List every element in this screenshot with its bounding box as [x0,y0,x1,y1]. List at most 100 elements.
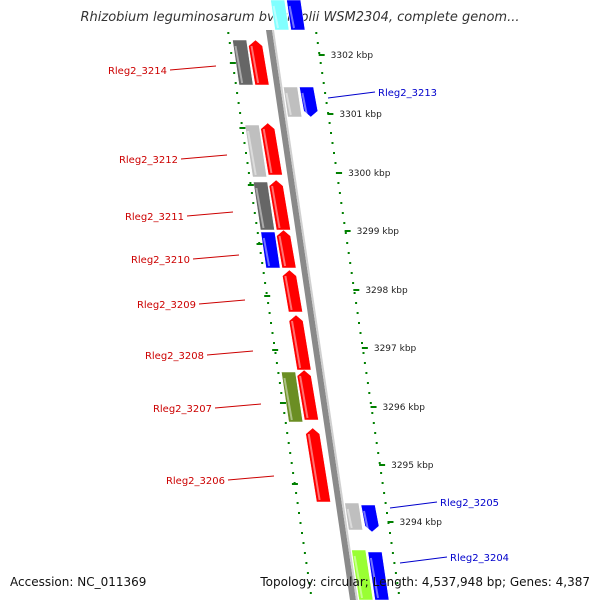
left-boundary-dot [271,332,274,334]
left-boundary-dot [290,462,293,464]
right-boundary-dot [381,482,384,484]
right-boundary-dot [396,582,399,584]
gene-feature [283,86,303,118]
left-boundary-dot [289,452,292,454]
accession-text: Accession: NC_011369 [10,575,147,589]
gene-feature-shine [234,45,244,84]
gene-label: Rleg2_3210 [131,255,190,266]
left-boundary-dot [247,172,250,174]
gene-feature-shine [247,130,257,176]
left-boundary-dot [275,362,278,364]
gene-feature-shine [369,557,379,599]
gene-label: Rleg2_3213 [378,88,437,99]
position-tick-label: 3299 kbp [357,227,400,237]
right-boundary-dot [389,532,391,534]
axis-line [266,30,356,600]
right-boundary-dot [343,222,346,224]
gene-feature-shine [291,320,302,369]
right-boundary-dot [331,142,334,144]
left-boundary-dot [302,542,305,544]
gene-feature [288,314,312,371]
gene-label: Rleg2_3212 [119,155,178,166]
gene-feature-shine [301,92,308,116]
gene-feature-shine [283,377,293,421]
left-boundary-dot [261,262,264,264]
gene-label: Rleg2_3207 [153,404,212,415]
right-boundary-dot [322,82,325,84]
left-boundary-dot [295,492,298,494]
gene-feature [260,231,281,269]
left-boundary-dot [230,52,233,54]
position-ticks: 3302 kbp 3301 kbp 3300 kbp 3299 kbp 3298 kbp… [229,51,443,528]
right-boundary-dot [371,412,374,414]
right-boundary-dot [386,512,388,514]
left-boundary-dot [264,282,267,284]
left-boundary-dot [292,472,295,474]
right-boundary-dot [393,562,396,564]
left-boundary-dot [228,42,231,44]
gene-label-leader [169,65,217,71]
right-boundary-dot [328,122,331,124]
left-boundary-dot [242,132,244,134]
right-boundary-dot [372,422,375,424]
central-axis [266,30,358,600]
gene-label-leader [327,91,376,99]
gene-feature [286,0,306,31]
right-boundary-dot [383,492,386,494]
position-tick-label: 3301 kbp [339,110,382,120]
position-tick-label: 3297 kbp [374,344,417,354]
gene-label: Rleg2_3209 [137,300,196,311]
right-boundary-dot [365,372,368,374]
left-boundary-dot [306,572,309,574]
left-boundary-dot [253,212,256,214]
gene-feature [305,427,331,503]
left-boundary-dot [308,582,311,584]
gene-label: Rleg2_3211 [125,212,184,223]
left-boundary-dot [278,382,281,384]
right-boundary-dot [378,462,381,464]
left-boundary-dot [234,82,237,84]
right-boundary-dot [384,502,387,504]
left-boundary-dot [243,142,246,144]
gene-feature [282,269,303,313]
gene-feature-shine [353,555,363,599]
right-boundary-dot [316,42,319,44]
gene-label-leader [227,475,275,481]
position-tick-label: 3294 kbp [400,518,443,528]
gene-feature-shine [255,187,265,229]
left-boundary-dot [262,272,265,274]
right-boundary-dot [374,432,377,434]
left-boundary-dot [268,312,271,314]
left-boundary-dot [270,322,272,324]
right-boundary-dot [361,342,363,344]
left-boundary-dot [296,502,299,504]
gene-feature-shine [284,275,293,311]
position-tick-label: 3296 kbp [383,403,426,413]
right-boundary-dot [333,152,335,154]
right-boundary-dot [319,62,322,64]
right-boundary-dot [391,552,394,554]
right-boundary-dot [337,182,340,184]
right-boundary-dot [338,192,341,194]
gene-feature-shine [272,5,279,29]
gene-label: Rleg2_3208 [145,351,204,362]
gene-feature [232,39,254,86]
axis-line-highlight [272,30,358,600]
left-boundary-dot [245,152,247,154]
right-boundary-dot [324,92,327,94]
gene-feature [253,181,275,231]
gene-feature [351,549,374,600]
right-boundary-dot [325,102,328,104]
left-boundary-dot [299,522,302,524]
gene-feature [244,124,267,178]
position-tick-label: 3300 kbp [348,169,391,179]
right-boundary-dot [362,352,365,354]
right-boundary-dot [341,212,344,214]
left-boundary-dot [249,182,252,184]
left-boundary-dot [240,122,243,124]
left-boundary-dot [309,592,312,594]
right-boundary-dot [394,572,397,574]
topology-summary-text: Topology: circular; Length: 4,537,948 bp… [260,575,590,589]
right-boundary-dot [355,302,358,304]
